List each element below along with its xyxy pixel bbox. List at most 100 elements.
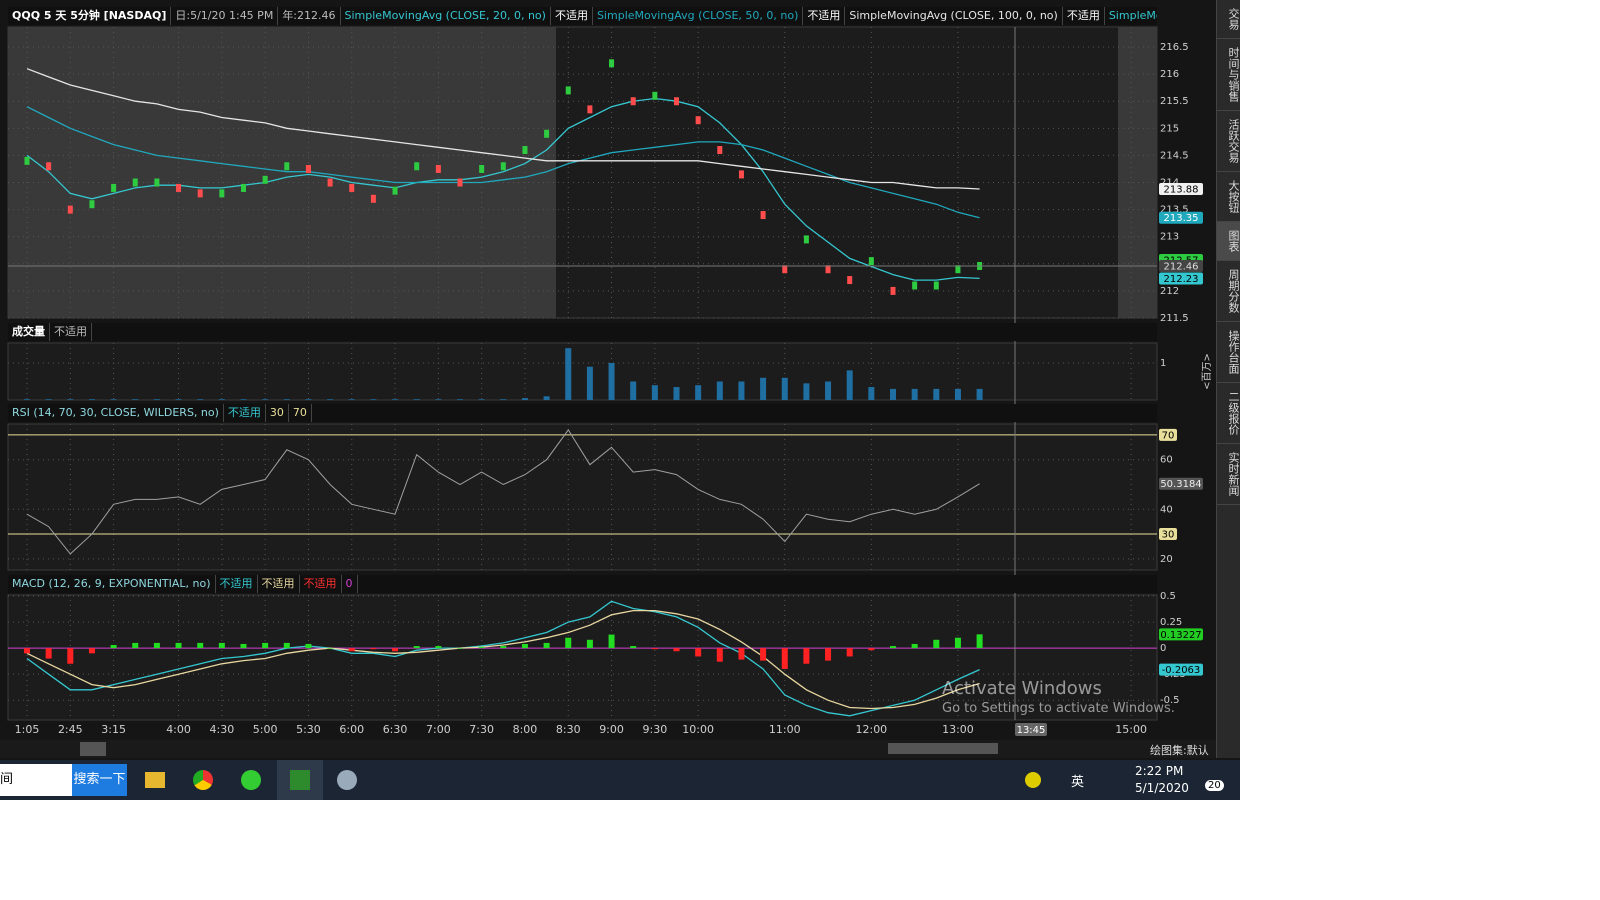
price-candle [327, 178, 333, 187]
ime[interactable]: 英 [1071, 775, 1085, 790]
cursor-badge [1015, 723, 1047, 736]
histogram-bar [392, 648, 399, 652]
volume-bar [110, 399, 117, 400]
toolbar: 绘图集:默认 [0, 740, 1216, 758]
paint-icon[interactable] [337, 770, 357, 790]
histogram-bar [781, 648, 788, 669]
volume-bar [327, 399, 334, 400]
volume-bar [630, 381, 637, 400]
y-tick-label: 214 [1160, 178, 1179, 189]
histogram-bar [521, 643, 528, 649]
search-box[interactable]: 间 [0, 764, 72, 796]
tos-icon[interactable] [277, 760, 323, 800]
y-tick-label: 20 [1160, 554, 1173, 565]
scrollbar[interactable] [888, 743, 998, 754]
volume-bar [695, 385, 702, 400]
volume-bar [565, 348, 572, 400]
price-candle [630, 97, 636, 106]
histogram-bar [890, 646, 896, 649]
price-candle [414, 162, 420, 171]
histogram-bar [110, 645, 117, 649]
collapse-button[interactable] [80, 742, 106, 756]
panel-bg [7, 594, 1158, 721]
header-chip: 年:212.46 [278, 7, 341, 25]
price-candle [154, 178, 160, 187]
volume-bar [478, 399, 485, 400]
histogram-bar [88, 648, 95, 654]
y-tick-label: 216.5 [1160, 42, 1189, 53]
volume-bar [825, 381, 832, 400]
sidebar-tab[interactable]: 二级报价 [1217, 383, 1240, 444]
histogram-bar [586, 639, 593, 649]
app-icon[interactable] [241, 770, 261, 790]
header-chip: SimpleMovingAvg (CLOSE, 100, 0, no) [845, 7, 1063, 25]
value-badge-label: 212.46 [1164, 261, 1199, 272]
sidebar-tab[interactable]: 大按钮 [1217, 172, 1240, 222]
sidebar-tab[interactable]: 周期分数 [1217, 261, 1240, 322]
volume-bar [716, 381, 723, 400]
extended-hours [8, 27, 556, 318]
volume-bar [262, 399, 269, 400]
histogram-bar [262, 642, 269, 649]
y-tick-label: 215 [1160, 123, 1179, 134]
histogram-bar [305, 643, 312, 649]
histogram-bar [413, 646, 420, 649]
panel-bg [7, 423, 1158, 571]
price-candle [262, 175, 268, 184]
x-tick-label: 2:45 [58, 723, 83, 736]
x-tick-label: 10:00 [682, 723, 714, 736]
histogram-bar [868, 648, 875, 651]
sidebar-tab[interactable]: 活跃交易 [1217, 111, 1240, 172]
value-badge-label: -0.2063 [1162, 665, 1201, 676]
price-candle [652, 91, 658, 100]
volume-bar [846, 370, 853, 400]
search-button[interactable]: 搜索一下 [72, 764, 127, 796]
volume-bar [954, 388, 961, 400]
price-candle [695, 116, 701, 125]
indicator-line [26, 600, 980, 717]
price-candle [760, 211, 766, 220]
sidebar-tab[interactable]: 实时新闻 [1217, 444, 1240, 505]
tray-icon[interactable] [1025, 772, 1041, 788]
x-tick-label: 7:00 [426, 723, 451, 736]
y-tick-label: 211.5 [1160, 313, 1189, 324]
price-candle [825, 265, 831, 274]
price-candle [284, 162, 290, 171]
clock-time[interactable]: 2:22 PM [1135, 764, 1184, 778]
extended-hours [1118, 27, 1157, 318]
chrome-icon[interactable] [193, 770, 213, 790]
explorer-icon[interactable] [145, 772, 165, 788]
y-tick-label: 215.5 [1160, 96, 1189, 107]
indicator-line [26, 68, 980, 190]
histogram-bar [565, 637, 572, 649]
histogram-bar [954, 637, 961, 649]
histogram-bar [825, 648, 832, 661]
price-candle [349, 183, 355, 192]
sidebar-tab[interactable]: 交易 [1217, 0, 1240, 39]
sidebar-tab[interactable]: 图表 [1217, 222, 1240, 261]
drawing-set[interactable]: 绘图集:默认 [1150, 744, 1209, 757]
price-candle [67, 205, 73, 214]
volume-bar [911, 388, 918, 400]
notification-count[interactable]: 20 [1205, 780, 1224, 791]
x-tick-label: 11:00 [769, 723, 801, 736]
histogram-bar [976, 634, 983, 649]
volume-bar [24, 399, 30, 400]
clock-date[interactable]: 5/1/2020 [1135, 781, 1189, 795]
x-tick-label: 5:30 [296, 723, 321, 736]
volume-bar [976, 388, 983, 400]
sidebar-tab[interactable]: 时间与销售 [1217, 39, 1240, 111]
level-badge [1159, 528, 1177, 541]
price-candle [847, 276, 853, 285]
indicator-line [26, 609, 980, 710]
rsi-line [26, 429, 980, 555]
histogram-bar [500, 646, 507, 649]
histogram-bar [435, 646, 442, 649]
volume-bar [435, 399, 442, 400]
y-tick-label: 213 [1160, 232, 1179, 243]
sidebar-tab[interactable]: 操作台面 [1217, 322, 1240, 383]
header-chip: SimpleMovingAvg (CLOSE, 50, 0, no) [593, 7, 804, 25]
x-tick-label: 13:00 [942, 723, 974, 736]
volume-bar [197, 399, 204, 400]
volume-bar [175, 399, 182, 400]
